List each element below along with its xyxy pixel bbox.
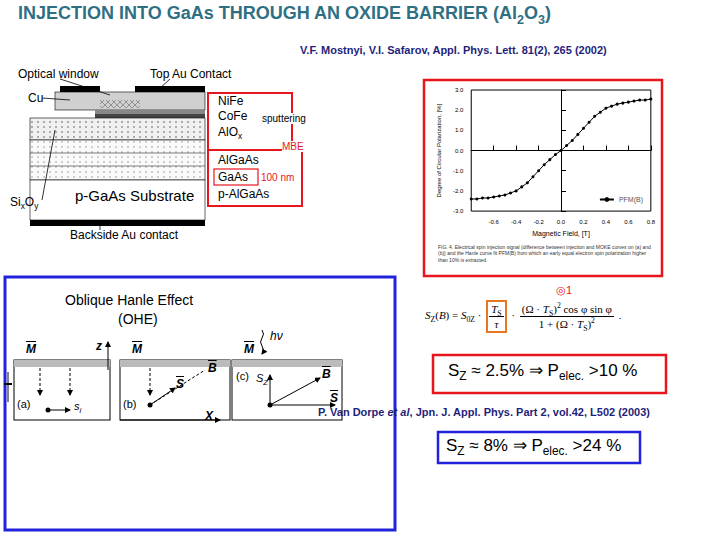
- svg-text:0.0: 0.0: [557, 219, 566, 225]
- svg-text:-2.0: -2.0: [453, 188, 464, 194]
- html-text:100 nm: 100 nm: [261, 172, 295, 183]
- html-text:M: M: [26, 342, 36, 356]
- html-text:(c): (c): [236, 370, 249, 382]
- html-text:Cu: Cu: [28, 91, 44, 105]
- svg-text:Degree of Circular Polarizatio: Degree of Circular Polarization, [%]: [436, 103, 442, 197]
- html-text:z: z: [96, 339, 102, 353]
- html-text:sputtering: sputtering: [262, 113, 306, 124]
- html-text:V.F. Mostnyi, V.I. Safarov, Ap: V.F. Mostnyi, V.I. Safarov, Appl. Phys. …: [300, 44, 607, 56]
- html-text:M: M: [244, 342, 254, 356]
- svg-text:-1.0: -1.0: [453, 168, 464, 174]
- svg-text:0.2: 0.2: [579, 219, 588, 225]
- html-text:NiFe: NiFe: [218, 94, 244, 108]
- html-text:X: X: [205, 409, 213, 423]
- html-text:◎1: ◎1: [556, 284, 573, 296]
- html-text:p-GaAs Substrate: p-GaAs Substrate: [75, 187, 195, 204]
- svg-text:PFM(B): PFM(B): [619, 196, 643, 204]
- html-text:B: B: [208, 361, 217, 375]
- svg-text:-0.4: -0.4: [511, 219, 522, 225]
- html-text:(a): (a): [17, 398, 31, 410]
- svg-text:0.4: 0.4: [602, 219, 611, 225]
- html-text:GaAs: GaAs: [218, 170, 248, 184]
- html-text:si: si: [74, 400, 82, 416]
- html-text:· (Ω · TS)2cos φ sin φ: · (Ω · TS)2cos φ sin φ: [508, 301, 612, 322]
- html-text:p-AlGaAs: p-AlGaAs: [218, 187, 270, 201]
- html-text:B: B: [322, 367, 331, 381]
- svg-text:Magnetic Field, [T]: Magnetic Field, [T]: [532, 230, 590, 238]
- html-text:SZ≈ 8% ⇒ Pelec.>24 %: SZ≈ 8% ⇒ Pelec.>24 %: [446, 436, 622, 459]
- html-text:Top Au Contact: Top Au Contact: [150, 67, 232, 81]
- html-text:SZ(B) = S0Z·: SZ(B) = S0Z·: [425, 309, 485, 325]
- svg-text:0.8: 0.8: [647, 219, 656, 225]
- html-text:MBE: MBE: [282, 141, 304, 152]
- html-text:Backside Au contact: Backside Au contact: [70, 228, 179, 242]
- html-text:(b): (b): [123, 398, 137, 410]
- svg-text:3.0: 3.0: [455, 87, 464, 93]
- html-text:TS: TS: [491, 303, 502, 319]
- html-text:P. Van Dorpe et al, Jpn. J. Ap: P. Van Dorpe et al, Jpn. J. Appl. Phys. …: [318, 406, 650, 418]
- html-text:AlGaAs: AlGaAs: [218, 153, 259, 167]
- html-text:S: S: [176, 377, 184, 391]
- html-text:SZ≈ 2.5% ⇒ Pelec.>10 %: SZ≈ 2.5% ⇒ Pelec.>10 %: [448, 361, 638, 384]
- html-text:τ: τ: [494, 318, 499, 331]
- html-text:AlOx: AlOx: [218, 125, 243, 142]
- html-text:INJECTION INTO GaAs THROUGH AN: INJECTION INTO GaAs THROUGH AN OXIDE BAR…: [18, 3, 552, 27]
- html-text:CoFe: CoFe: [218, 109, 248, 123]
- svg-text:0.6: 0.6: [624, 219, 633, 225]
- svg-text:1.0: 1.0: [455, 127, 464, 133]
- svg-text:-0.2: -0.2: [533, 219, 544, 225]
- html-text:M: M: [132, 342, 142, 356]
- svg-text:-0.6: -0.6: [489, 219, 500, 225]
- html-text:hν: hν: [270, 329, 283, 343]
- svg-text:0.0: 0.0: [455, 148, 464, 154]
- html-text:FIG. 4. Electrical spin inject: FIG. 4. Electrical spin injection signal…: [438, 244, 651, 263]
- html-text:1 + (Ω · TS)2: 1 + (Ω · TS)2: [538, 316, 595, 334]
- html-text:(OHE): (OHE): [118, 311, 158, 327]
- html-text:Oblique Hanle Effect: Oblique Hanle Effect: [65, 292, 194, 308]
- html-text:S: S: [330, 391, 338, 405]
- html-text:SZ: SZ: [256, 372, 268, 388]
- html-text:SixOy: SixOy: [10, 195, 39, 212]
- svg-text:2.0: 2.0: [455, 107, 464, 113]
- svg-text:-3.0: -3.0: [453, 208, 464, 214]
- html-text:Optical window: Optical window: [18, 67, 99, 81]
